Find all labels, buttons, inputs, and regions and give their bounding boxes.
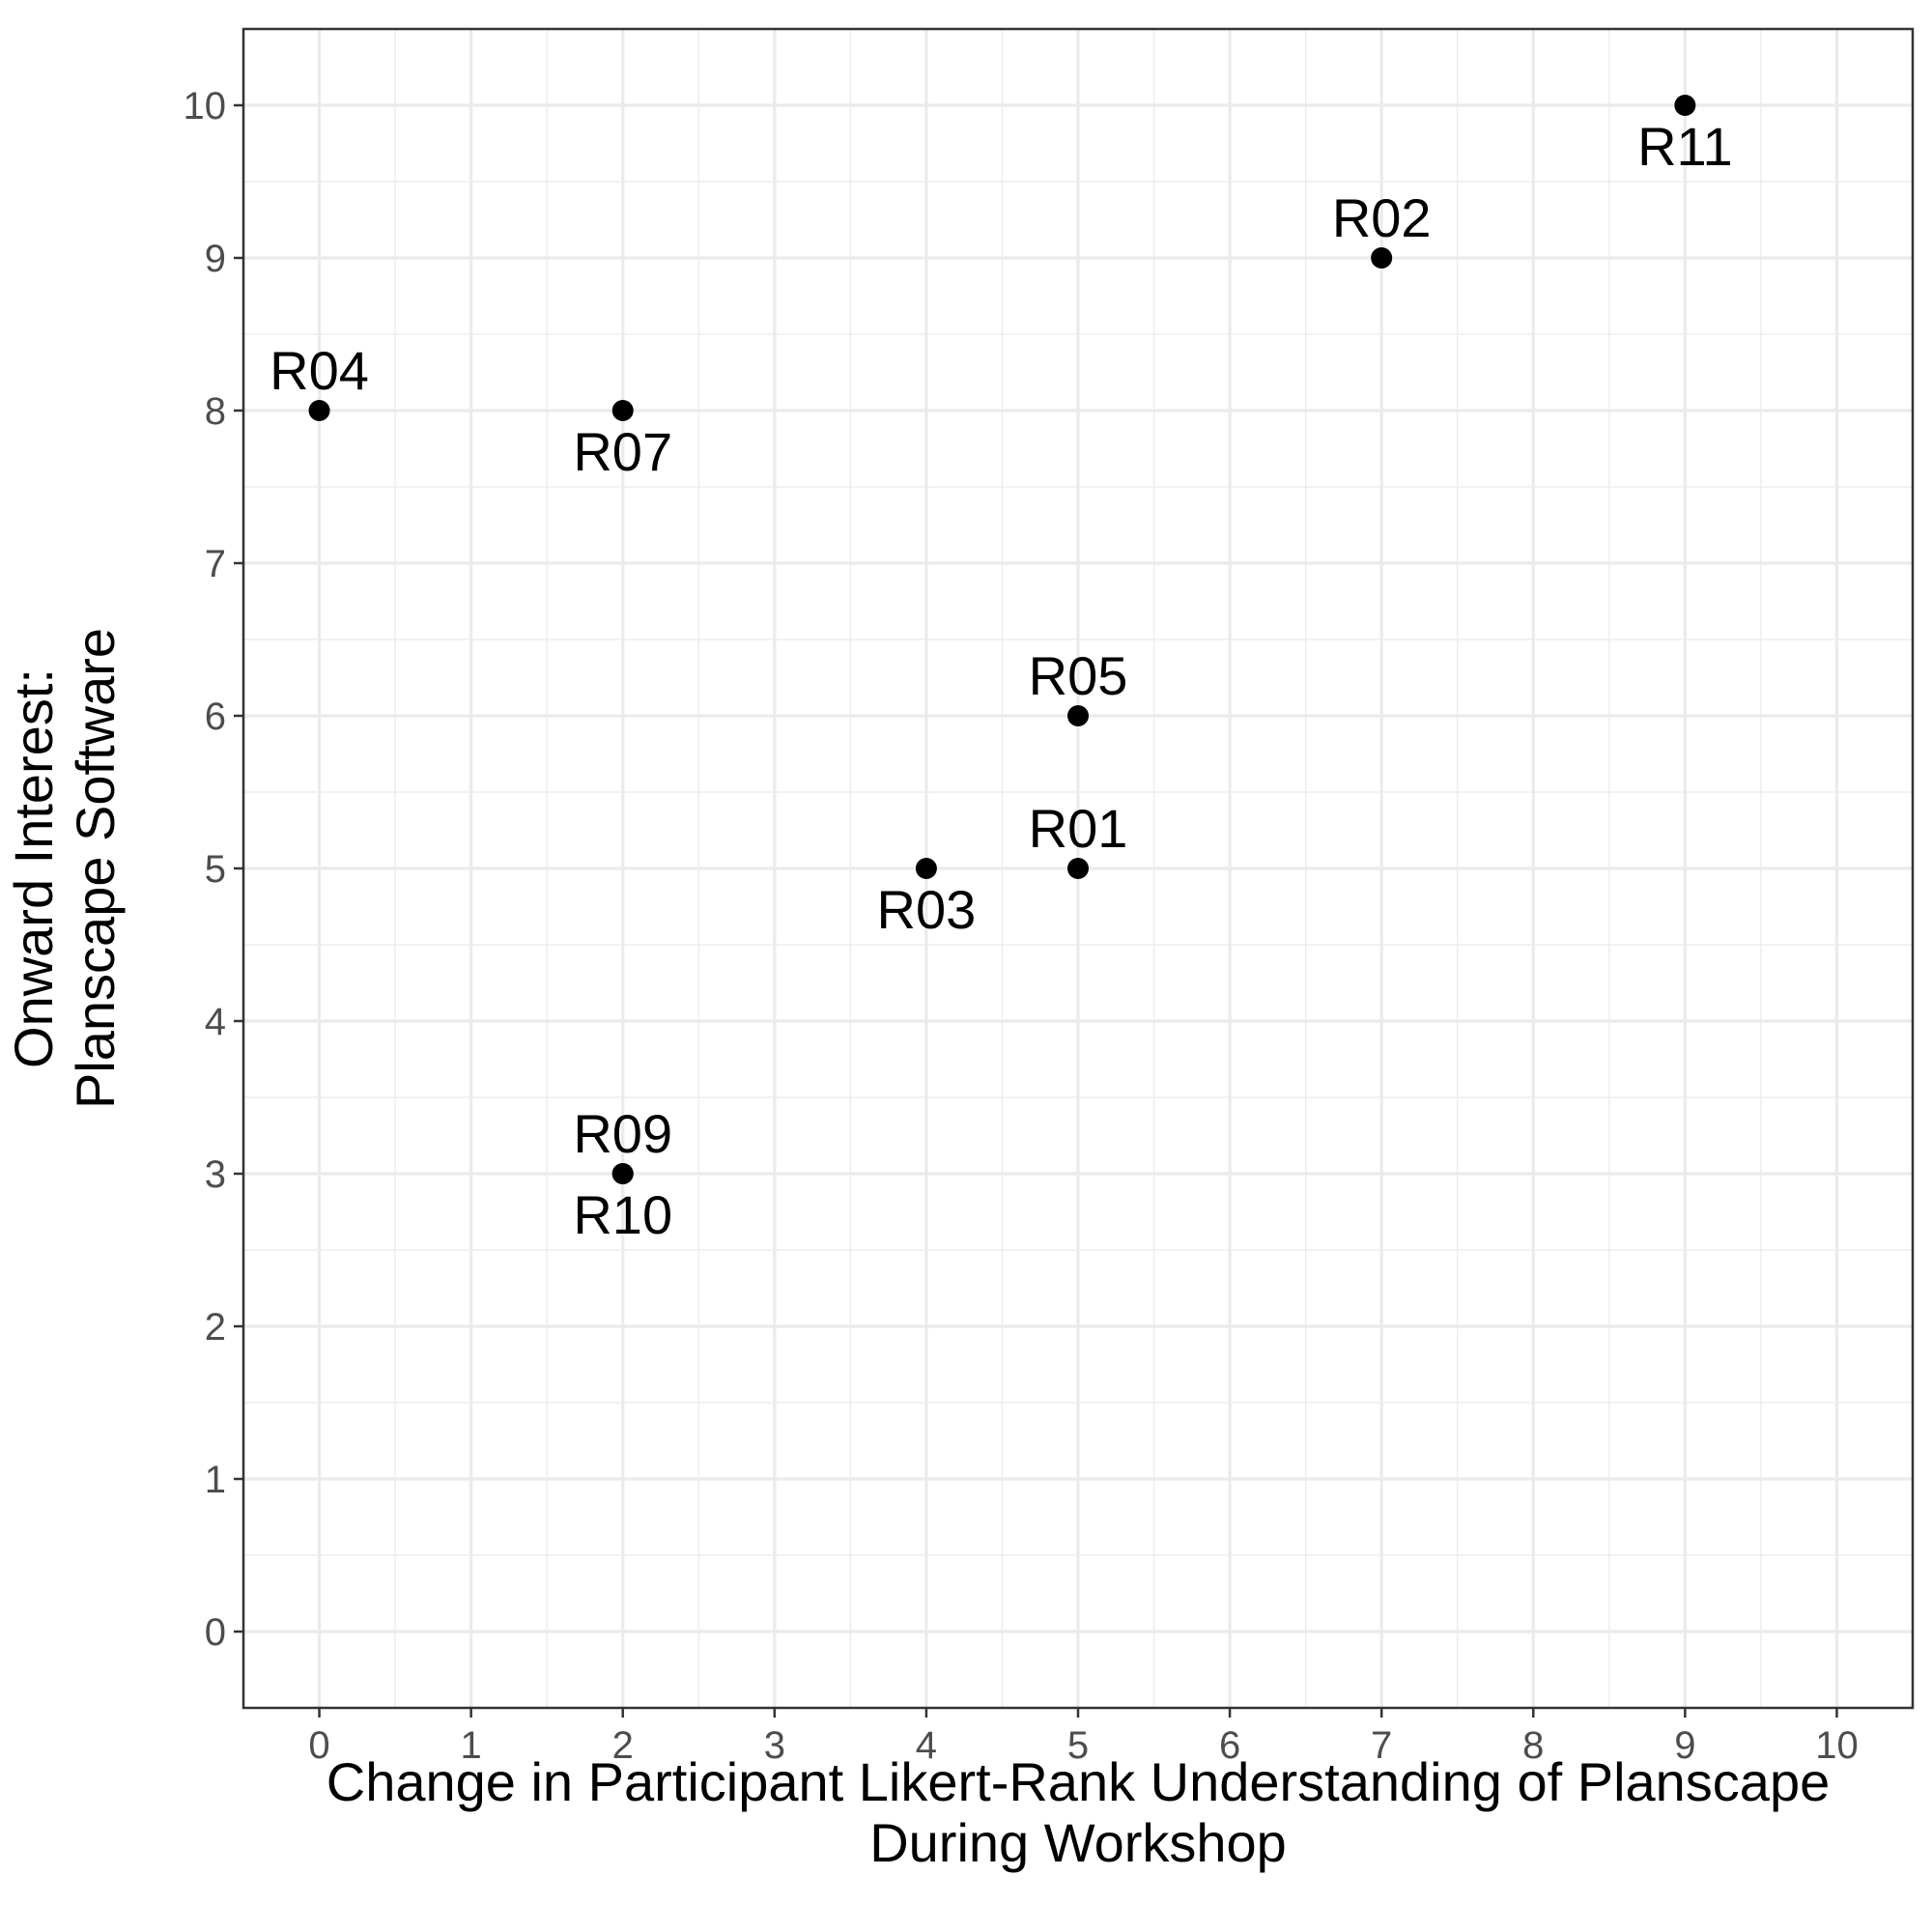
x-axis-ticks: 0 1 2 3 4 5 6 7 8 9 10 — [308, 1708, 1859, 1767]
x-tick-label: 0 — [308, 1724, 329, 1767]
data-point — [1067, 705, 1089, 726]
y-axis-ticks: 0 1 2 3 4 5 6 7 8 9 10 — [184, 85, 243, 1654]
y-axis-title: Onward Interest:Planscape Software — [3, 628, 126, 1109]
y-tick-label: 8 — [205, 390, 226, 433]
data-point — [1674, 95, 1696, 116]
point-label: R04 — [270, 340, 369, 401]
y-tick-label: 0 — [205, 1611, 226, 1654]
point-labels: R01 R02 R03 R04 R05 R07 R09 R10 R11 — [270, 116, 1732, 1245]
major-gridlines — [243, 29, 1913, 1708]
y-tick-label: 7 — [205, 543, 226, 585]
point-label: R09 — [573, 1103, 672, 1164]
y-tick-label: 1 — [205, 1459, 226, 1501]
y-tick-label: 10 — [184, 85, 227, 128]
data-point — [611, 400, 634, 421]
x-tick-label: 4 — [916, 1724, 937, 1767]
y-tick-label: 3 — [205, 1153, 226, 1196]
x-tick-label: 3 — [764, 1724, 785, 1767]
x-tick-label: 5 — [1067, 1724, 1089, 1767]
data-point — [915, 858, 937, 879]
x-tick-label: 2 — [612, 1724, 634, 1767]
point-label: R02 — [1332, 187, 1432, 248]
y-tick-label: 6 — [205, 696, 226, 738]
x-axis-title: Change in Participant Likert-Rank Unders… — [327, 1751, 1830, 1873]
point-label: R07 — [573, 421, 672, 482]
point-label: R01 — [1029, 798, 1128, 859]
y-tick-label: 5 — [205, 848, 226, 891]
y-tick-label: 2 — [205, 1306, 226, 1349]
point-label: R03 — [877, 879, 977, 940]
x-tick-label: 1 — [461, 1724, 482, 1767]
x-tick-label: 9 — [1674, 1724, 1695, 1767]
point-label: R11 — [1637, 116, 1733, 177]
point-label: R05 — [1029, 645, 1128, 706]
data-point — [308, 400, 330, 421]
x-tick-label: 7 — [1371, 1724, 1392, 1767]
point-label: R10 — [573, 1184, 672, 1245]
y-tick-label: 4 — [205, 1001, 226, 1043]
x-tick-label: 10 — [1815, 1724, 1859, 1767]
data-points — [308, 95, 1696, 1184]
data-point — [1371, 247, 1393, 269]
x-tick-label: 6 — [1219, 1724, 1240, 1767]
data-point — [1067, 858, 1089, 879]
y-tick-label: 9 — [205, 238, 226, 280]
x-tick-label: 8 — [1522, 1724, 1544, 1767]
data-point — [611, 1163, 634, 1184]
